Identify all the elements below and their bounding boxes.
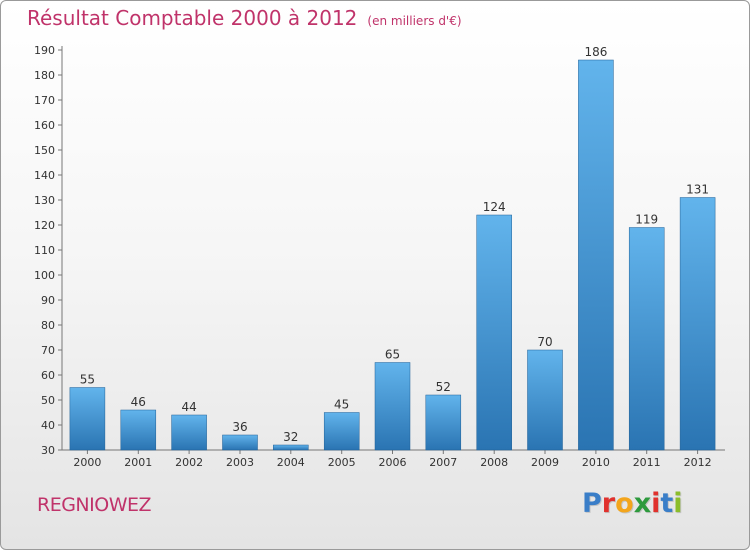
x-axis: 2000 2001 2002 2003 2004 2005 2006 2007 2008 2009… (62, 449, 725, 469)
bar-value-label: 32 (283, 430, 298, 444)
x-tick-label: 2009 (531, 456, 559, 469)
bar-value-label: 55 (80, 373, 95, 387)
y-tick-label: 160 (34, 119, 55, 132)
y-tick-label: 180 (34, 69, 55, 82)
bar-value-label: 186 (584, 45, 607, 59)
bar-2008 (476, 214, 512, 451)
logo-letter: x (633, 488, 652, 519)
bar-2002 (171, 414, 207, 451)
bar-2012 (679, 197, 716, 451)
bar-value-label: 131 (686, 183, 709, 197)
y-tick-label: 140 (34, 169, 55, 182)
bar-2005 (323, 412, 360, 451)
logo-letter: i (651, 488, 661, 519)
x-tick-label: 2012 (684, 456, 712, 469)
logo-letter: P (582, 488, 602, 519)
bar-2004 (273, 444, 309, 451)
bar-value-label: 124 (483, 200, 506, 214)
x-tick-label: 2008 (480, 456, 508, 469)
bar-2010 (578, 59, 614, 451)
y-tick-label: 80 (41, 319, 55, 332)
bar-2011 (628, 227, 665, 451)
logo-letter: o (615, 488, 634, 519)
x-tick-label: 2001 (124, 456, 152, 469)
bar-value-label: 46 (131, 395, 146, 409)
y-axis: 30 40 50 60 70 80 90 100 110 120 130 140 150 160 170 18… (34, 44, 63, 457)
y-tick-label: 40 (41, 419, 55, 432)
logo-letter: r (601, 488, 616, 519)
bar-value-label: 36 (232, 420, 247, 434)
y-tick-label: 100 (34, 269, 55, 282)
bar-value-label: 52 (436, 380, 451, 394)
y-tick-label: 50 (41, 394, 55, 407)
y-tick-label: 30 (41, 444, 55, 457)
y-tick-label: 90 (41, 294, 55, 307)
x-tick-label: 2010 (582, 456, 610, 469)
y-tick-label: 70 (41, 344, 55, 357)
y-tick-label: 130 (34, 194, 55, 207)
bar-value-label: 65 (385, 348, 400, 362)
x-tick-label: 2006 (379, 456, 407, 469)
y-tick-label: 170 (34, 94, 55, 107)
y-tick-label: 150 (34, 144, 55, 157)
bars: 55 46 44 36 32 45 65 52 124 70 186 119 131 (69, 45, 716, 451)
y-tick-label: 190 (34, 44, 55, 57)
commune-name: REGNIOWEZ (37, 494, 152, 516)
proxiti-logo: Proxiti (582, 488, 683, 519)
bar-value-label: 45 (334, 398, 349, 412)
bar-2009 (527, 349, 563, 451)
x-tick-label: 2004 (277, 456, 305, 469)
x-tick-label: 2003 (226, 456, 254, 469)
logo-letter: i (673, 488, 683, 519)
title-text: Résultat Comptable 2000 à 2012 (27, 6, 358, 30)
bar-value-label: 119 (635, 213, 658, 227)
x-tick-label: 2005 (328, 456, 356, 469)
bar-2000 (69, 387, 106, 451)
bar-2007 (425, 394, 462, 451)
y-tick-label: 120 (34, 219, 55, 232)
x-tick-label: 2011 (633, 456, 661, 469)
logo-letter: t (660, 488, 674, 519)
x-tick-label: 2000 (73, 456, 101, 469)
chart-title: Résultat Comptable 2000 à 2012 (en millie… (27, 6, 462, 30)
y-tick-label: 110 (34, 244, 55, 257)
x-tick-label: 2007 (429, 456, 457, 469)
bar-value-label: 70 (537, 335, 552, 349)
bar-2001 (120, 409, 157, 451)
x-tick-label: 2002 (175, 456, 203, 469)
bar-2006 (374, 362, 411, 451)
chart-subtitle: (en milliers d'€) (367, 14, 462, 28)
bar-2003 (222, 434, 258, 451)
bar-value-label: 44 (181, 400, 196, 414)
y-tick-label: 60 (41, 369, 55, 382)
